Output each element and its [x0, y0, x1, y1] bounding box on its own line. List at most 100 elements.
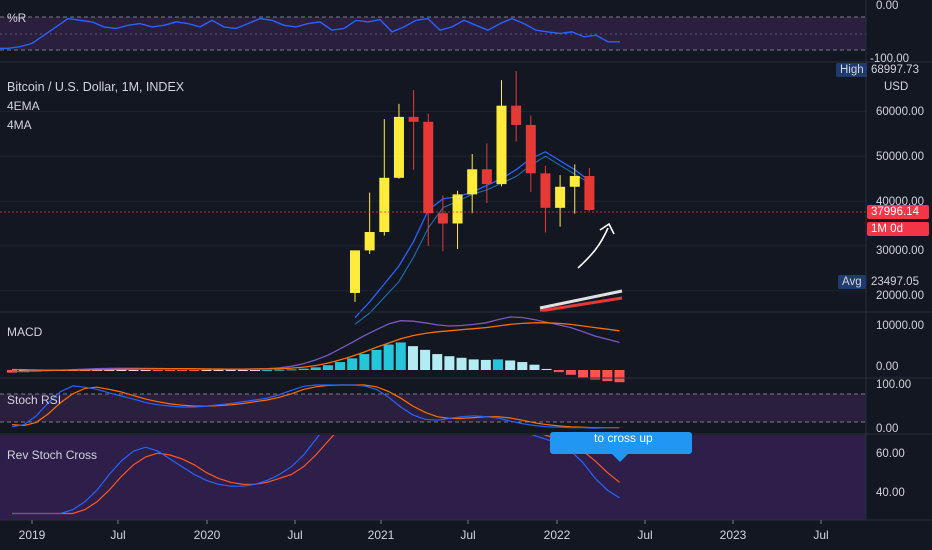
stoch-rsi-k-line [11, 384, 620, 429]
macd-histogram-bar [116, 370, 127, 371]
rev-stoch-lines [12, 435, 620, 515]
candle-body [569, 176, 580, 187]
time-axis-label: Jul [460, 528, 475, 542]
candle-body [467, 169, 478, 195]
signal-line [11, 322, 620, 371]
rev-stoch-pane [12, 435, 620, 515]
time-axis-label: 2023 [720, 528, 747, 542]
macd-histogram-bar [225, 370, 236, 371]
time-axis-label: Jul [637, 528, 652, 542]
study-label-ema: 4EMA [7, 99, 40, 113]
avg-ribbon [539, 289, 623, 310]
stoch-rsi-axis-top: 100.00 [876, 379, 912, 391]
time-axis-label: Jul [110, 528, 125, 542]
time-axis-label: 2021 [368, 528, 395, 542]
percent-r-axis-top: 0.00 [876, 0, 899, 12]
chart-title: Bitcoin / U.S. Dollar, 1M, INDEX [7, 80, 185, 94]
macd-histogram-bar [177, 370, 188, 371]
macd-histogram-bar [493, 359, 503, 370]
macd-histogram-bar [432, 354, 443, 370]
candle-body [525, 124, 536, 174]
time-axis-label: Jul [287, 528, 302, 542]
macd-histogram-bar [237, 370, 248, 371]
candle-body [540, 173, 551, 208]
macd-histogram-bar [541, 368, 552, 370]
macd-histogram-bar [578, 370, 589, 378]
stoch-rsi-pane [11, 384, 620, 429]
percent-r-line [0, 17, 620, 49]
macd-histogram-bar [395, 342, 406, 370]
time-axis-label: Jul [813, 528, 828, 542]
callout-box [550, 432, 692, 454]
macd-histogram-bar [164, 370, 175, 371]
candle-body [350, 250, 360, 293]
time-axis-label: 2020 [194, 528, 221, 542]
macd-histogram-bar [505, 360, 516, 370]
macd-histogram-bar [420, 349, 431, 370]
macd-histogram-bar [444, 356, 455, 370]
macd-histogram-bar [104, 370, 115, 371]
stoch-rsi-axis-bottom: 0.00 [876, 423, 899, 435]
macd-pane [7, 316, 625, 383]
price-tick: 60000.00 [876, 106, 924, 118]
rev-stoch-d-line [12, 435, 620, 515]
rev-stoch-background [0, 435, 866, 520]
macd-histogram-bar [371, 349, 382, 370]
rev-stoch-label: Rev Stoch Cross [7, 448, 98, 462]
macd-histogram-bar [480, 359, 491, 370]
macd-histogram-bar [286, 369, 297, 371]
macd-histogram-bar [614, 370, 625, 383]
macd-histogram-bar [456, 357, 467, 370]
time-axis-label: 2022 [544, 528, 571, 542]
time-axis: 2019 Jul 2020 Jul 2021 Jul 2022 Jul 2023 Jul [19, 520, 829, 542]
macd-histogram-bar [322, 365, 333, 370]
macd-histogram-bar [189, 370, 200, 371]
price-tick: 30000.00 [876, 245, 924, 257]
annotation-arrow [577, 227, 609, 269]
countdown-badge: 1M 0d [867, 222, 929, 236]
price-pane [350, 71, 623, 325]
macd-histogram-bar [213, 370, 224, 371]
rev-stoch-k-line [12, 435, 620, 515]
macd-histogram-bar [298, 368, 309, 370]
macd-histogram-bar [250, 370, 260, 371]
macd-histogram-bar [590, 370, 601, 380]
macd-axis-top: 10000.00 [876, 320, 924, 332]
candle-body [393, 116, 404, 178]
percent-r-pane [0, 17, 620, 49]
macd-histogram-bar [529, 364, 540, 370]
last-price-badge: 37996.14 [867, 205, 929, 219]
stoch-rsi-d-line [11, 384, 620, 429]
macd-histogram-bar [602, 370, 613, 382]
avg-badge-value: 23497.05 [867, 275, 923, 289]
currency-label: USD [884, 81, 909, 93]
macd-histogram-bar [274, 369, 285, 371]
macd-histogram-bar [140, 370, 151, 371]
candle-body [423, 121, 434, 214]
macd-histogram-bar [310, 367, 321, 370]
candle-body [379, 177, 390, 233]
candle-body [408, 116, 419, 122]
macd-histogram-bar [128, 370, 139, 371]
rev-stoch-axis-top: 60.00 [876, 448, 905, 460]
candle-body [481, 169, 492, 185]
macd-histogram-bar [335, 362, 346, 370]
candle-body [555, 186, 566, 208]
rev-stoch-axis-bottom: 40.00 [876, 487, 905, 499]
macd-histogram-bar [359, 354, 370, 370]
avg-ribbon [539, 296, 623, 313]
macd-histogram-bar [262, 369, 273, 371]
callout-pointer [612, 454, 628, 462]
macd-axis-zero: 0.00 [876, 361, 899, 373]
candle-body [511, 105, 522, 125]
candle-body [584, 176, 595, 211]
high-badge-label: High [836, 63, 868, 77]
macd-line [11, 316, 620, 373]
candle-body [364, 232, 375, 251]
macd-histogram-bar [468, 359, 479, 370]
macd-histogram-bar [152, 370, 163, 371]
annotation-arrow-head [599, 222, 615, 235]
candle-body [437, 213, 448, 224]
macd-histogram-bar [517, 362, 528, 370]
